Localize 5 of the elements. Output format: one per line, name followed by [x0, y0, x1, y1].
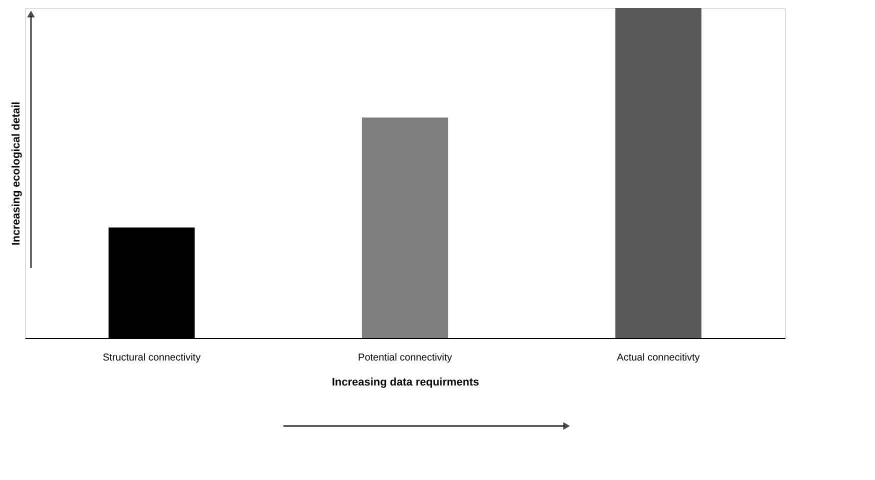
x-tick-label: Structural connectivity — [102, 352, 201, 364]
x-axis-title: Increasing data requirments — [332, 376, 480, 388]
y-axis-title: Increasing ecological detail — [10, 102, 22, 246]
x-tick-label: Potential connectivity — [358, 352, 452, 364]
x-tick-label: Actual connecitivty — [616, 352, 700, 364]
